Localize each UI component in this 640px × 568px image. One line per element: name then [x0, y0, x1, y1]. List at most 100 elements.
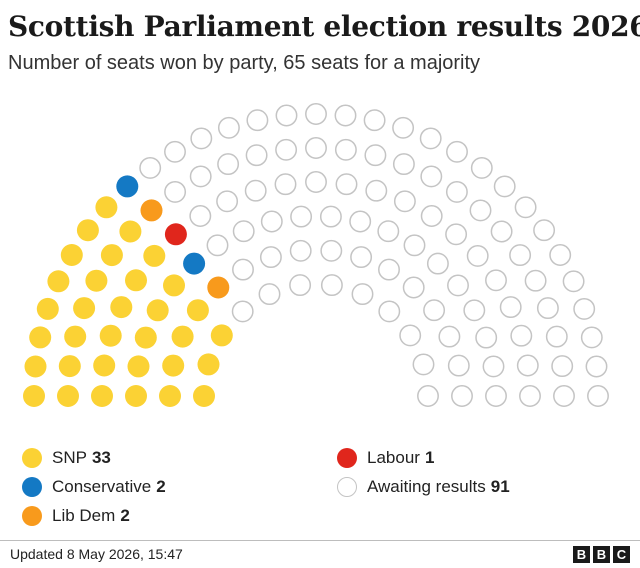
seat-awaiting-results [447, 274, 469, 297]
seat-awaiting-results [451, 385, 473, 407]
seat-awaiting-results [289, 239, 312, 262]
seat-awaiting-results [275, 138, 298, 161]
seat-snp [29, 326, 52, 349]
bbc-logo-letter: C [613, 546, 630, 563]
seat-awaiting-results [553, 385, 575, 407]
seat-awaiting-results [232, 220, 255, 243]
updated-timestamp: Updated 8 May 2026, 15:47 [10, 546, 183, 562]
seat-awaiting-results [320, 239, 343, 262]
seat-awaiting-results [399, 324, 422, 347]
seat-awaiting-results [364, 144, 387, 167]
legend-swatch-labour [337, 448, 357, 468]
legend-value-conservative: 2 [156, 477, 166, 496]
legend-label-conservative: Conservative [52, 477, 152, 496]
seat-snp [110, 296, 133, 319]
seat-snp [85, 269, 108, 292]
seat-lib-dem [207, 276, 230, 299]
seat-awaiting-results [378, 258, 400, 281]
seat-awaiting-results [305, 137, 327, 159]
seat-awaiting-results [378, 300, 401, 323]
seat-snp [197, 353, 220, 376]
seat-awaiting-results [244, 179, 267, 202]
seat-snp [73, 297, 96, 320]
seat-snp [23, 385, 45, 407]
bbc-logo-letter: B [593, 546, 610, 563]
seat-awaiting-results [290, 205, 313, 228]
seat-awaiting-results [463, 299, 486, 322]
seat-snp [159, 385, 181, 407]
seat-awaiting-results [164, 180, 187, 203]
legend-item-lib-dem: Lib Dem 2 [22, 504, 166, 528]
seat-awaiting-results [499, 296, 522, 319]
seat-snp [58, 355, 81, 378]
legend-value-snp: 33 [91, 448, 111, 467]
seat-awaiting-results [485, 269, 507, 292]
seat-conservative [183, 252, 206, 275]
seat-labour [164, 223, 187, 246]
seat-awaiting-results [351, 283, 374, 306]
seat-awaiting-results [189, 205, 212, 227]
seat-awaiting-results [516, 354, 539, 377]
seat-awaiting-results [447, 354, 470, 377]
seat-awaiting-results [438, 325, 461, 348]
seat-snp [100, 244, 123, 267]
seat-snp [146, 299, 169, 322]
seat-awaiting-results [363, 109, 386, 132]
seat-awaiting-results [562, 270, 585, 293]
parliament-chart [23, 103, 609, 407]
legend-value-labour: 1 [424, 448, 435, 467]
seat-snp [93, 354, 116, 377]
seat-awaiting-results [466, 244, 489, 267]
seat-awaiting-results [419, 127, 442, 150]
legend-swatch-awaiting [337, 477, 357, 497]
bbc-logo-letter: B [573, 546, 590, 563]
seat-awaiting-results [246, 109, 269, 132]
seat-awaiting-results [573, 297, 596, 320]
footer-divider [0, 540, 640, 541]
seat-awaiting-results [519, 385, 541, 407]
seat-awaiting-results [585, 355, 608, 378]
legend-item-awaiting: Awaiting results 91 [337, 475, 510, 499]
legend-label-labour: Labour [367, 448, 420, 467]
seat-awaiting-results [485, 385, 507, 407]
seat-awaiting-results [335, 173, 358, 196]
chart-subtitle: Number of seats won by party, 65 seats f… [8, 52, 481, 74]
legend-value-lib-dem: 2 [120, 506, 130, 525]
legend-value-awaiting: 91 [490, 477, 510, 496]
seat-awaiting-results [402, 276, 425, 299]
seat-awaiting-results [319, 205, 342, 228]
seat-awaiting-results [446, 140, 468, 163]
seat-awaiting-results [206, 234, 229, 257]
seat-awaiting-results [514, 196, 537, 219]
seat-awaiting-results [139, 156, 162, 179]
seat-snp [99, 324, 122, 347]
seat-awaiting-results [274, 173, 297, 196]
chart-title: Scottish Parliament election results 202… [8, 10, 640, 43]
seat-snp [119, 220, 142, 243]
seat-awaiting-results [533, 219, 556, 242]
seat-awaiting-results [475, 326, 498, 349]
seat-awaiting-results [420, 165, 443, 188]
seat-awaiting-results [259, 246, 282, 269]
legend-swatch-conservative [22, 477, 42, 497]
seat-snp [186, 299, 209, 322]
seat-awaiting-results [377, 220, 400, 243]
seat-awaiting-results [365, 179, 388, 202]
seat-awaiting-results [289, 274, 312, 297]
seat-awaiting-results [305, 171, 327, 193]
seat-snp [64, 325, 87, 348]
seat-snp [134, 326, 157, 349]
seat-awaiting-results [392, 153, 415, 176]
seat-conservative [116, 175, 139, 198]
seat-snp [193, 385, 215, 407]
seat-awaiting-results [524, 269, 547, 292]
seat-snp [95, 196, 118, 219]
seat-awaiting-results [412, 353, 435, 376]
seat-awaiting-results [536, 297, 559, 320]
seat-awaiting-results [469, 199, 492, 222]
seat-awaiting-results [217, 153, 240, 176]
seat-snp [91, 385, 113, 407]
seat-awaiting-results [551, 355, 574, 378]
seat-awaiting-results [260, 210, 283, 233]
seat-awaiting-results [509, 244, 532, 267]
